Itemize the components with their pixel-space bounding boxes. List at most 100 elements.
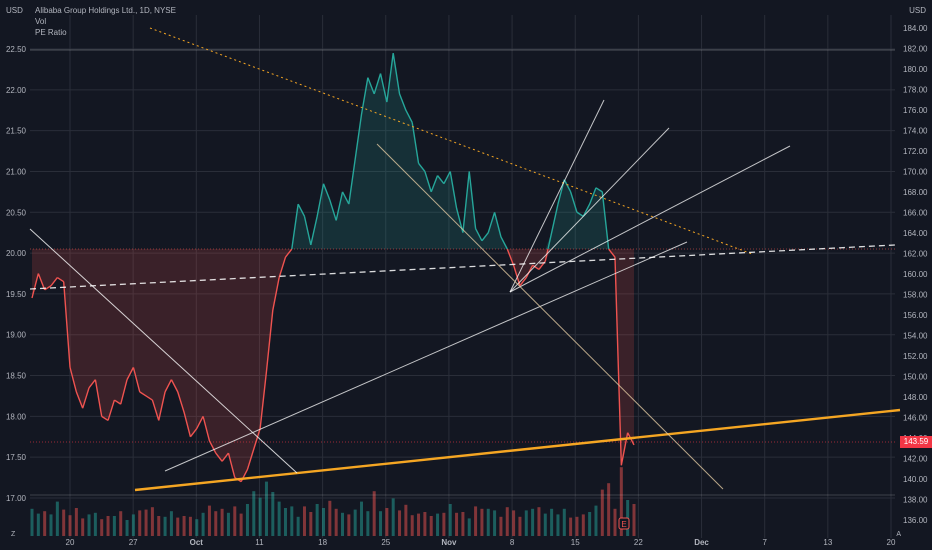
drawing-white-ascending-line[interactable] (164, 241, 688, 472)
volume-bar (321, 508, 325, 536)
volume-bar (112, 516, 116, 536)
drawing-fan-line-1[interactable] (509, 99, 605, 293)
left-tick-label: 18.50 (6, 372, 27, 381)
left-tick-label: 19.00 (6, 331, 27, 340)
volume-bar (214, 511, 218, 536)
volume-bar (455, 512, 459, 536)
right-tick-label: 168.00 (903, 188, 928, 197)
volume-bar (524, 510, 528, 536)
drawing-horizontal-dashed-line[interactable] (29, 244, 896, 290)
volume-bar (436, 513, 440, 536)
left-tick-label: 20.00 (6, 249, 27, 258)
volume-bar (562, 508, 566, 536)
x-tick-label: Nov (441, 538, 457, 547)
volume-bar (144, 509, 148, 536)
right-tick-label: 172.00 (903, 147, 928, 156)
volume-bar (163, 516, 167, 536)
x-tick-label: 8 (510, 538, 515, 547)
right-tick-label: 136.00 (903, 516, 928, 525)
legend-volume[interactable]: Vol (35, 17, 47, 26)
right-tick-label: 170.00 (903, 168, 928, 177)
x-tick-label: 18 (318, 538, 327, 547)
chart-legend: Alibaba Group Holdings Ltd., 1D, NYSE Vo… (35, 5, 176, 38)
volume-bar (410, 515, 414, 536)
volume-bar (360, 501, 364, 536)
volume-bar (188, 516, 192, 536)
right-tick-label: 160.00 (903, 270, 928, 279)
volume-bar (480, 508, 484, 536)
legend-symbol-title[interactable]: Alibaba Group Holdings Ltd., 1D, NYSE (35, 6, 176, 15)
drawing-orange-support-trendline[interactable] (134, 408, 901, 492)
volume-bar (550, 508, 554, 536)
right-tick-label: 150.00 (903, 373, 928, 382)
right-tick-label: 178.00 (903, 86, 928, 95)
right-tick-label: 162.00 (903, 250, 928, 259)
volume-bar (296, 516, 300, 536)
timezone-z-button[interactable]: Z (11, 531, 16, 538)
x-tick-label: 25 (381, 538, 390, 547)
volume-bar (207, 505, 211, 536)
volume-bar (131, 514, 135, 536)
volume-bar (245, 504, 249, 536)
right-axis: 136.00138.00140.00142.00144.00146.00148.… (903, 24, 928, 525)
volume-bar (195, 519, 199, 536)
volume-bar (385, 508, 389, 536)
volume-bar (315, 504, 319, 536)
volume-bar (379, 511, 383, 536)
volume-bar (493, 510, 497, 536)
earnings-marker-label: E (621, 520, 626, 529)
volume-bar (328, 500, 332, 536)
x-axis: 20 27 Oct 11 18 25 Nov 8 15 22 Dec 7 13 20 (66, 538, 896, 547)
volume-bar (81, 518, 85, 536)
right-tick-label: 142.00 (903, 455, 928, 464)
x-tick-label: 15 (571, 538, 580, 547)
x-tick-label: Dec (694, 538, 709, 547)
volume-bar (138, 510, 142, 536)
right-tick-label: 174.00 (903, 127, 928, 136)
volume-bar (30, 508, 34, 536)
volume-bar (252, 491, 256, 536)
volume-bar (106, 516, 110, 536)
drawing-falling-dashed-trendline[interactable] (149, 27, 753, 255)
legend-pe-ratio[interactable]: PE Ratio (35, 28, 67, 37)
volume-bar (74, 508, 78, 536)
x-tick-label: 22 (634, 538, 643, 547)
auto-scale-button[interactable]: A (896, 531, 901, 538)
right-tick-label: 148.00 (903, 393, 928, 402)
volume-bar (309, 512, 313, 536)
drawing-fan-line-2[interactable] (509, 127, 670, 293)
volume-bar (518, 516, 522, 536)
volume-bar (176, 517, 180, 536)
drawing-tan-down-line[interactable] (376, 143, 724, 490)
volume-bar (100, 519, 104, 536)
drawings[interactable] (29, 27, 901, 492)
volume-bar (531, 508, 535, 536)
volume-bar (632, 504, 636, 536)
volume-bar (575, 516, 579, 536)
earnings-marker[interactable]: E (618, 517, 630, 530)
volume-bar (290, 506, 294, 536)
drawing-fan-line-3[interactable] (509, 145, 791, 293)
volume-bar (448, 504, 452, 536)
volume-bar (233, 506, 237, 536)
right-tick-label: 166.00 (903, 209, 928, 218)
earnings-marker-box[interactable] (618, 517, 630, 530)
volume-bar (353, 509, 357, 536)
x-tick-label: 11 (255, 538, 264, 547)
volume-bar (537, 507, 541, 536)
x-tick-label: 13 (823, 538, 832, 547)
pe-line-below (31, 248, 635, 483)
volume-bar (169, 511, 173, 536)
volume-bar (93, 512, 97, 536)
right-tick-label: 184.00 (903, 24, 928, 33)
volume-bar (182, 516, 186, 536)
left-currency-label: USD (6, 6, 23, 15)
left-tick-label: 21.00 (6, 167, 27, 176)
volume-bar (398, 510, 402, 536)
volume-bar (347, 514, 351, 536)
x-tick-label: 27 (129, 538, 138, 547)
volume-bar (226, 512, 230, 536)
right-tick-label: 138.00 (903, 496, 928, 505)
